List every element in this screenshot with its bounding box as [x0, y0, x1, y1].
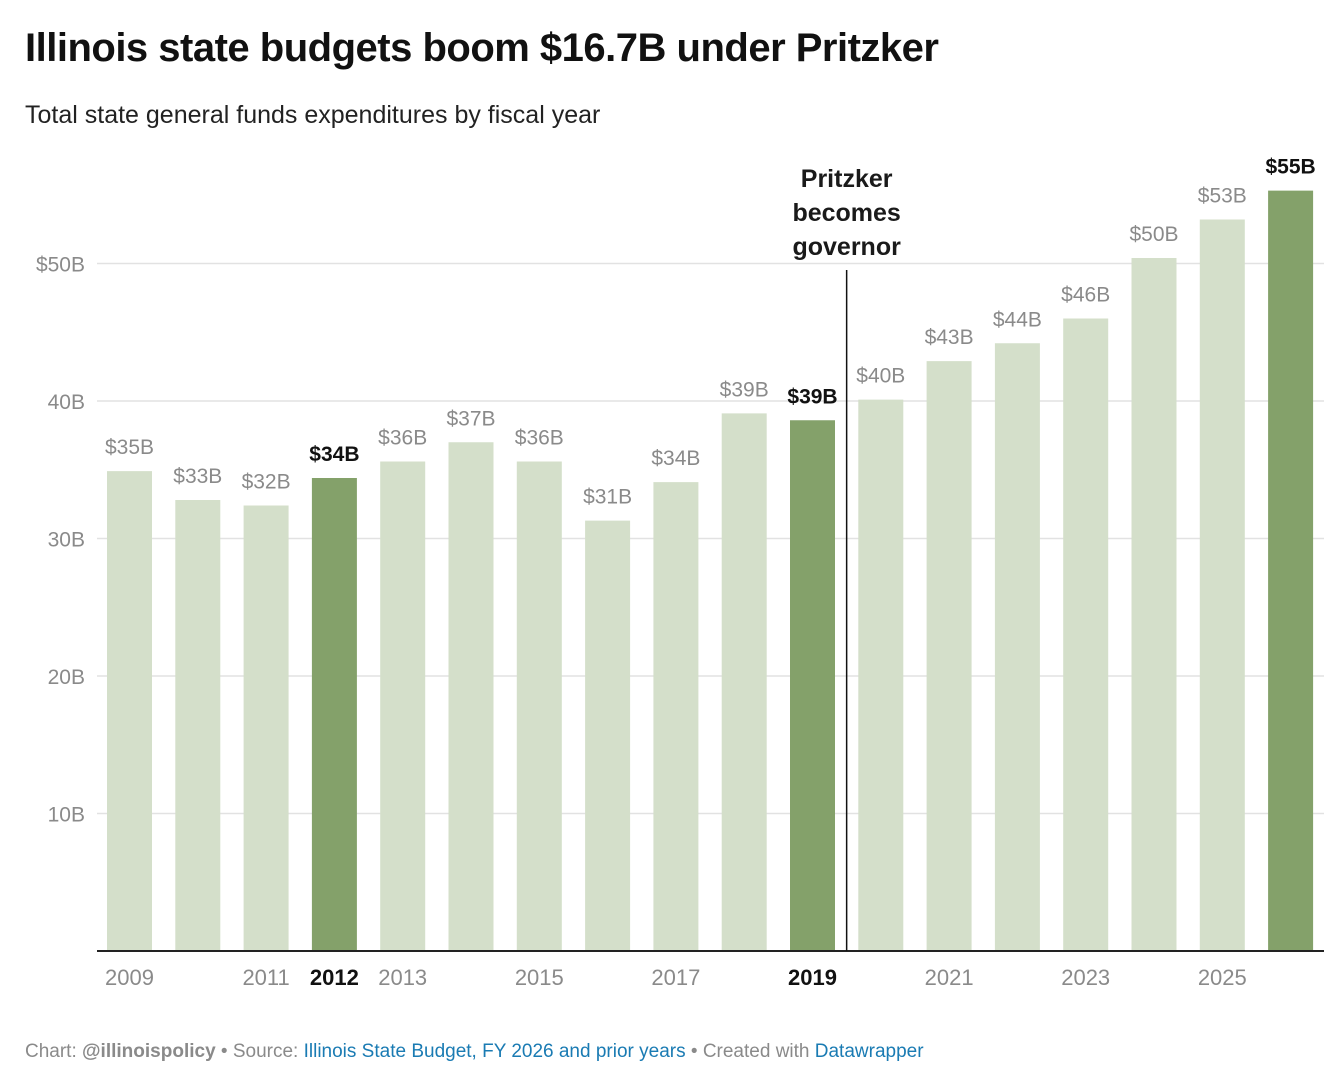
- x-tick-label: 2025: [1198, 965, 1247, 990]
- bar-value-label: $33B: [173, 465, 222, 488]
- footer-source-prefix: • Source:: [215, 1041, 304, 1062]
- x-tick-label: 2023: [1061, 965, 1110, 990]
- bar: [1131, 258, 1177, 951]
- bar-value-label: $37B: [446, 407, 495, 430]
- x-tick-label: 2015: [515, 965, 564, 990]
- bar-value-label: $40B: [856, 365, 905, 388]
- annotation-label-line: governor: [792, 233, 901, 261]
- bar: [994, 343, 1040, 951]
- y-tick-label: 10B: [48, 804, 85, 827]
- x-tick-label: 2009: [105, 965, 154, 990]
- bar: [380, 461, 426, 951]
- chart-title: Illinois state budgets boom $16.7B under…: [25, 26, 939, 70]
- bar: [175, 500, 221, 951]
- bar: [585, 520, 631, 951]
- y-tick-label: 20B: [48, 666, 85, 689]
- footer-datawrapper-link[interactable]: Datawrapper: [814, 1041, 924, 1062]
- x-tick-label: 2021: [925, 965, 974, 990]
- x-tick-label: 2019: [788, 965, 837, 990]
- annotation-label-line: Pritzker: [801, 165, 893, 193]
- bar: [311, 478, 357, 951]
- y-tick-label: 40B: [48, 391, 85, 414]
- bar: [790, 420, 835, 951]
- x-tick-label: 2012: [310, 965, 359, 990]
- bar-value-label: $32B: [242, 471, 291, 494]
- bar: [448, 442, 494, 951]
- bar-value-label: $34B: [651, 447, 700, 470]
- bar: [858, 399, 904, 951]
- bar: [1063, 318, 1109, 951]
- bar-value-label: $36B: [515, 427, 564, 450]
- bar-chart: 10B 20B 30B 40B $50B $35B 2009 $33B $32B 2011 $34B…: [36, 156, 1324, 990]
- bar: [107, 471, 152, 951]
- bar: [1199, 219, 1245, 951]
- bar-value-label: $35B: [105, 436, 154, 459]
- bar-value-label: $50B: [1129, 223, 1178, 246]
- bar: [516, 461, 562, 951]
- bar-value-label: $44B: [993, 308, 1042, 331]
- chart-subtitle: Total state general funds expenditures b…: [25, 101, 601, 129]
- bar-value-label: $39B: [720, 378, 769, 401]
- bar: [721, 413, 767, 951]
- footer-source-link[interactable]: Illinois State Budget, FY 2026 and prior…: [303, 1041, 686, 1062]
- bar-value-label: $53B: [1198, 185, 1247, 208]
- y-tick-label: $50B: [36, 254, 85, 277]
- bar-value-label: $43B: [925, 326, 974, 349]
- annotation-label-line: becomes: [792, 199, 900, 227]
- bar: [1268, 190, 1314, 951]
- footer-author: @illinoispolicy: [82, 1041, 216, 1062]
- x-tick-label: 2011: [242, 965, 289, 990]
- y-tick-label: 30B: [48, 529, 85, 552]
- footer-chart-prefix: Chart:: [25, 1041, 83, 1062]
- bar-value-label: $39B: [787, 385, 837, 408]
- bar-value-label: $46B: [1061, 284, 1110, 307]
- x-tick-label: 2013: [378, 965, 427, 990]
- bar-value-label: $34B: [309, 443, 359, 466]
- bar-value-label: $36B: [378, 427, 427, 450]
- bar-value-label: $55B: [1265, 156, 1315, 179]
- footer-created-prefix: • Created with: [685, 1041, 815, 1062]
- bar: [653, 482, 699, 951]
- chart-footer: Chart: @illinoispolicy • Source: Illinoi…: [25, 1041, 924, 1063]
- bar: [926, 361, 972, 951]
- x-tick-label: 2017: [651, 965, 700, 990]
- bar-value-label: $31B: [583, 486, 632, 509]
- bar: [243, 505, 289, 951]
